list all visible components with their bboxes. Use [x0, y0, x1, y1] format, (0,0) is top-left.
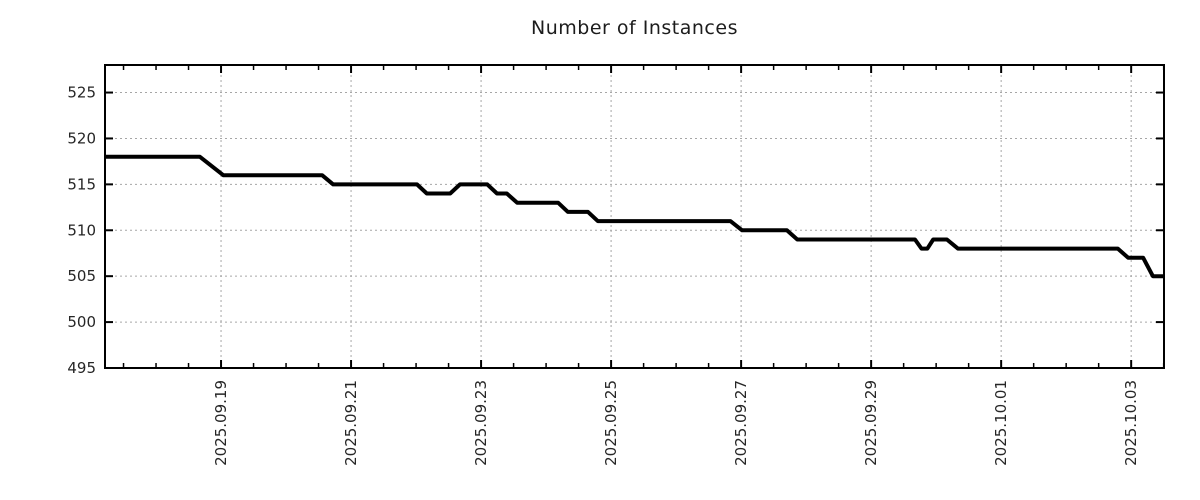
x-tick-label: 2025.09.29	[862, 380, 880, 466]
x-tick-label: 2025.09.27	[732, 380, 750, 466]
y-tick-label: 510	[67, 221, 96, 239]
x-tick-label: 2025.09.25	[602, 380, 620, 466]
x-tick-label: 2025.09.21	[342, 380, 360, 466]
y-tick-label: 520	[67, 129, 96, 147]
y-tick-label: 500	[67, 313, 96, 331]
x-tick-label: 2025.09.19	[212, 380, 230, 466]
x-tick-label: 2025.09.23	[472, 380, 490, 466]
y-tick-label: 495	[67, 359, 96, 377]
y-tick-label: 515	[67, 175, 96, 193]
data-line-instances	[105, 154, 1164, 279]
y-tick-label: 505	[67, 267, 96, 285]
x-tick-label: 2025.10.03	[1122, 380, 1140, 466]
y-tick-label: 525	[67, 84, 96, 102]
x-tick-label: 2025.10.01	[992, 380, 1010, 466]
plot-border	[104, 64, 1165, 369]
chart-title: Number of Instances	[531, 17, 738, 39]
